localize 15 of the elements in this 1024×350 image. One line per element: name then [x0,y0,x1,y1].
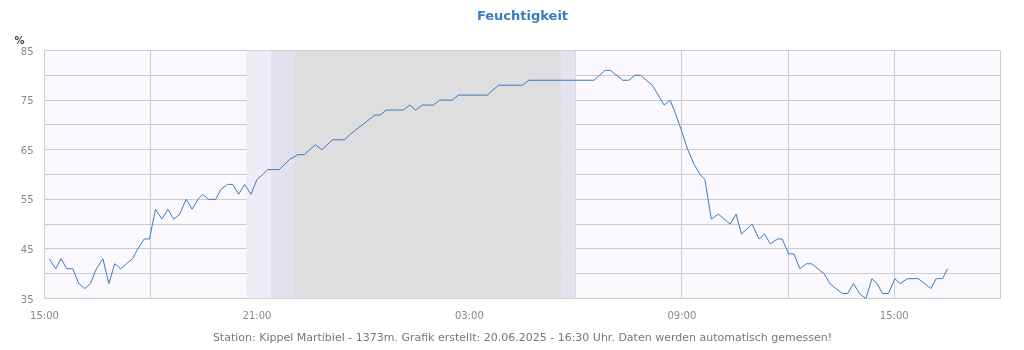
x-tick-label: 15:00 [879,309,909,321]
x-tick-label: 09:00 [667,309,697,321]
x-tick-label: 21:00 [242,309,272,321]
text: Station: Kippel Martibiel - 1373m. Grafik erstellt: 20.06.2025 - 16:30 Uhr. Daten werden automatisch gemessen! [212,330,833,344]
y-tick-label: 65 [20,144,34,156]
x-tick-label: 03:00 [454,309,484,321]
line-series [48,69,948,299]
chart-title: Feuchtigkeit [476,7,569,23]
y-tick-label: 55 [20,194,34,206]
x-tick-label: 15:00 [30,309,59,321]
y-tick-label: 45 [20,243,34,255]
y-tick-label: 85 [20,45,34,57]
y-tick-label: 35 [20,293,34,305]
y-axis-title: % [14,34,25,46]
y-tick-label: 75 [20,95,34,107]
